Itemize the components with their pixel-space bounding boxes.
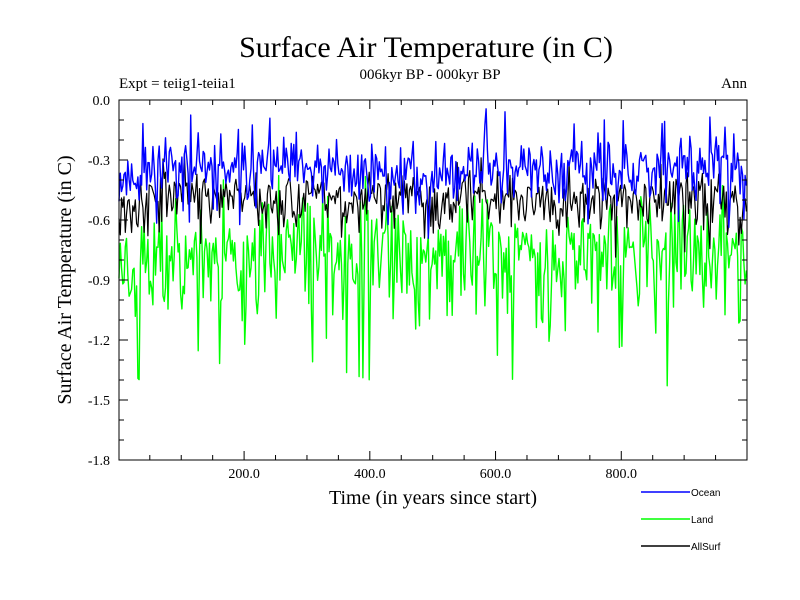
x-axis: 200.0 400.0 600.0 800.0: [149, 100, 717, 482]
y-tick-label: -1.8: [88, 454, 110, 469]
y-tick-label: -1.2: [88, 334, 110, 349]
series-line-ocean: [118, 108, 748, 240]
legend: Ocean Land AllSurf: [641, 488, 721, 553]
chart-title: Surface Air Temperature (in C): [239, 31, 613, 64]
y-tick-label: -0.6: [88, 214, 110, 229]
x-tick-label: 400.0: [354, 467, 386, 482]
legend-label-allsurf: AllSurf: [691, 542, 721, 553]
chart-subtitle: 006kyr BP - 000kyr BP: [359, 67, 500, 83]
plot-frame: [118, 99, 748, 461]
y-tick-label: 0.0: [93, 94, 111, 109]
y-axis-label: Surface Air Temperature (in C): [54, 155, 76, 404]
x-tick-label: 200.0: [228, 467, 260, 482]
legend-label-land: Land: [691, 515, 713, 526]
series-line-allsurf: [118, 153, 747, 258]
season-label: Ann: [721, 76, 747, 92]
legend-label-ocean: Ocean: [691, 488, 720, 499]
series-layer: [118, 108, 748, 387]
y-tick-label: -0.3: [88, 154, 110, 169]
x-axis-label: Time (in years since start): [329, 487, 537, 509]
experiment-label: Expt = teiig1-teiia1: [119, 76, 236, 92]
y-tick-label: -0.9: [88, 274, 110, 289]
y-tick-label: -1.5: [88, 394, 110, 409]
x-tick-label: 600.0: [480, 467, 512, 482]
y-axis: 0.0 -0.3 -0.6 -0.9 -1.2 -1.5 -1.8: [88, 94, 747, 469]
x-tick-label: 800.0: [606, 467, 638, 482]
